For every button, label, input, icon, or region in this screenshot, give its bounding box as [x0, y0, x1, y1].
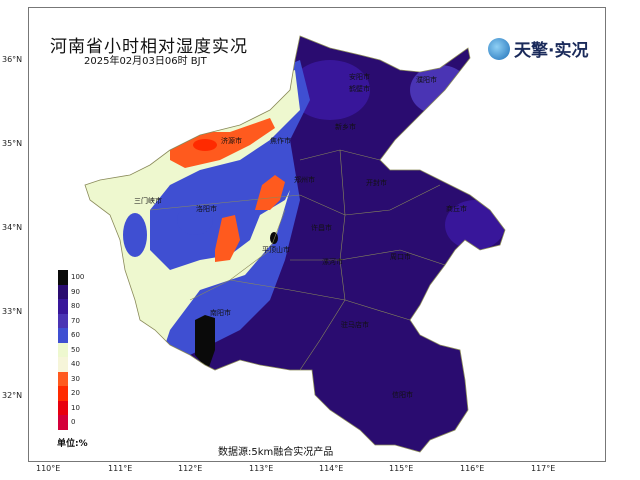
city-label: 许昌市 [311, 224, 332, 232]
city-label: 周口市 [390, 253, 411, 261]
humidity-90-100-region [270, 232, 278, 244]
city-label: 济源市 [221, 137, 242, 145]
humidity-10-20-region [193, 139, 217, 151]
lon-label: 111°E [108, 464, 133, 473]
city-label: 新乡市 [335, 123, 356, 131]
lon-label: 110°E [36, 464, 61, 473]
globe-logo-icon [488, 37, 510, 60]
legend-label: 70 [71, 316, 80, 325]
map-title: 河南省小时相对湿度实况 [50, 37, 248, 57]
lon-label: 117°E [531, 464, 556, 473]
city-label: 商丘市 [446, 205, 467, 213]
humidity-70-80-region [290, 60, 370, 120]
city-label: 郑州市 [294, 176, 315, 184]
city-label: 漯河市 [322, 258, 343, 266]
legend-swatch [58, 415, 68, 430]
legend-swatch [58, 357, 68, 372]
humidity-70-80-region [445, 200, 505, 250]
city-label: 鹤壁市 [349, 85, 370, 93]
legend-label: 90 [71, 287, 80, 296]
legend-swatch [58, 371, 68, 386]
city-boundaries [149, 149, 446, 371]
legend-label: 40 [71, 360, 80, 368]
lat-label: 33°N [2, 307, 23, 316]
legend-swatch [58, 400, 68, 415]
legend-label: 80 [71, 302, 80, 310]
city-label: 南阳市 [210, 309, 231, 317]
city-label: 驻马店市 [341, 321, 369, 329]
humidity-20-30-region [170, 118, 275, 168]
lon-label: 112°E [178, 464, 203, 473]
legend-colorbar [58, 270, 68, 430]
legend-swatch [58, 386, 68, 401]
legend-label: 0 [71, 418, 76, 426]
legend-swatch [58, 328, 68, 343]
city-label: 濮阳市 [416, 76, 437, 84]
legend-swatch [58, 270, 68, 285]
lat-label: 34°N [2, 223, 23, 232]
city-label: 开封市 [366, 179, 387, 187]
legend-label: 20 [71, 389, 80, 397]
legend-swatch [58, 342, 68, 357]
legend-label: 30 [71, 374, 80, 383]
city-label: 安阳市 [349, 73, 370, 81]
city-label: 信阳市 [392, 391, 413, 399]
legend-label: 60 [71, 331, 80, 339]
brand-text: 天擎·实况 [514, 41, 589, 61]
humidity-20-30-region [255, 175, 285, 210]
humidity-20-30-region [215, 215, 240, 262]
map-timestamp: 2025年02月03日06时 BJT [84, 56, 207, 67]
brand-logo: 天擎·实况 [488, 36, 588, 61]
lat-label: 35°N [2, 139, 23, 148]
city-label: 三门峡市 [134, 197, 162, 205]
humidity-60-70-region [123, 213, 147, 257]
lon-label: 113°E [249, 464, 274, 473]
legend-label: 50 [71, 345, 80, 354]
humidity-90-100-region [195, 315, 215, 370]
legend-unit: 单位:% [57, 439, 88, 449]
city-label: 洛阳市 [196, 205, 217, 213]
data-source: 数据源:5km融合实况产品 [218, 447, 334, 458]
map-frame [28, 7, 606, 462]
lon-label: 116°E [460, 464, 485, 473]
humidity-70-80-region [410, 65, 470, 115]
lat-label: 32°N [2, 391, 23, 400]
lon-label: 114°E [319, 464, 344, 473]
legend-swatch [58, 284, 68, 299]
legend-label: 100 [71, 273, 85, 281]
city-label: 焦作市 [270, 137, 291, 145]
lon-label: 115°E [389, 464, 414, 473]
legend-label: 10 [71, 403, 80, 412]
legend-swatch [58, 313, 68, 328]
city-label: 平顶山市 [262, 246, 290, 254]
legend-swatch [58, 299, 68, 314]
humidity-60-70-region [177, 205, 213, 235]
lat-label: 36°N [2, 55, 23, 64]
